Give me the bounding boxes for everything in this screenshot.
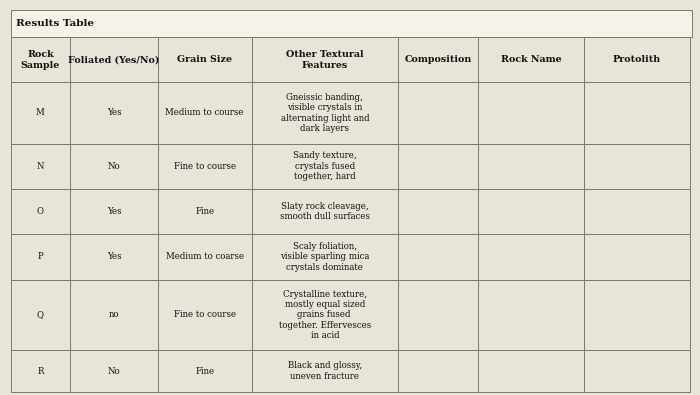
Bar	[71, 143, 158, 189]
Text: Medium to coarse: Medium to coarse	[166, 252, 244, 261]
Bar	[398, 143, 478, 189]
Text: Black and glossy,
uneven fracture: Black and glossy, uneven fracture	[288, 361, 362, 381]
Text: Fine to course: Fine to course	[174, 162, 236, 171]
Bar	[71, 38, 158, 83]
Bar	[398, 189, 478, 234]
Text: Fine: Fine	[195, 367, 214, 376]
Text: Grain Size: Grain Size	[177, 55, 232, 64]
Bar	[478, 83, 584, 143]
Text: Scaly foliation,
visible sparling mica
crystals dominate: Scaly foliation, visible sparling mica c…	[280, 242, 370, 272]
Text: Yes: Yes	[106, 252, 121, 261]
Bar	[251, 83, 398, 143]
Bar	[584, 280, 690, 350]
Bar	[251, 143, 398, 189]
Text: Foliated (Yes/No): Foliated (Yes/No)	[69, 55, 160, 64]
Text: Yes: Yes	[106, 109, 121, 117]
Text: Rock Name: Rock Name	[501, 55, 561, 64]
Text: N: N	[36, 162, 44, 171]
Text: P: P	[38, 252, 43, 261]
Bar	[158, 189, 251, 234]
Bar	[478, 280, 584, 350]
Bar	[71, 280, 158, 350]
Bar	[158, 280, 251, 350]
Bar	[478, 350, 584, 392]
Text: Crystalline texture,
mostly equal sized
grains fused 
together. Effervesces
in a: Crystalline texture, mostly equal sized …	[279, 290, 371, 340]
Text: No: No	[108, 162, 120, 171]
Bar	[10, 83, 71, 143]
Bar	[584, 189, 690, 234]
Text: no: no	[108, 310, 119, 320]
Text: Composition: Composition	[405, 55, 472, 64]
Bar	[10, 38, 71, 83]
Bar	[10, 234, 71, 280]
Bar	[398, 280, 478, 350]
Bar	[478, 38, 584, 83]
Text: Gneissic banding,
visible crystals in
alternating light and
dark layers: Gneissic banding, visible crystals in al…	[281, 93, 369, 133]
Text: Protolith: Protolith	[612, 55, 661, 64]
Bar	[158, 143, 251, 189]
Bar	[10, 280, 71, 350]
Text: Other Textural
Features: Other Textural Features	[286, 50, 363, 70]
Bar	[10, 143, 71, 189]
Bar	[398, 38, 478, 83]
Bar	[158, 234, 251, 280]
Bar	[584, 38, 690, 83]
Bar	[158, 83, 251, 143]
Bar	[398, 350, 478, 392]
Text: M: M	[36, 109, 45, 117]
Text: Sandy texture,
crystals fused
together, hard: Sandy texture, crystals fused together, …	[293, 151, 357, 181]
Text: Results Table: Results Table	[16, 19, 94, 28]
Bar	[584, 83, 690, 143]
Bar	[584, 234, 690, 280]
Bar	[71, 350, 158, 392]
Bar	[10, 350, 71, 392]
Bar	[251, 350, 398, 392]
Text: No: No	[108, 367, 120, 376]
Text: Fine: Fine	[195, 207, 214, 216]
Bar	[71, 189, 158, 234]
Text: R: R	[37, 367, 43, 376]
Bar	[398, 83, 478, 143]
Bar	[71, 234, 158, 280]
Text: Yes: Yes	[106, 207, 121, 216]
Bar	[251, 38, 398, 83]
Text: Rock
Sample: Rock Sample	[21, 50, 60, 70]
Bar	[584, 143, 690, 189]
Bar	[478, 234, 584, 280]
Bar	[158, 38, 251, 83]
Bar	[251, 280, 398, 350]
Text: O: O	[37, 207, 44, 216]
Text: Fine to course: Fine to course	[174, 310, 236, 320]
Bar	[158, 350, 251, 392]
Text: Medium to course: Medium to course	[165, 109, 244, 117]
Text: Q: Q	[37, 310, 44, 320]
Bar	[71, 83, 158, 143]
Bar	[584, 350, 690, 392]
Text: Slaty rock cleavage,
smooth dull surfaces: Slaty rock cleavage, smooth dull surface…	[280, 202, 370, 221]
Bar	[478, 143, 584, 189]
Bar	[10, 10, 692, 38]
Bar	[251, 234, 398, 280]
Bar	[251, 189, 398, 234]
Bar	[478, 189, 584, 234]
Bar	[10, 189, 71, 234]
Bar	[398, 234, 478, 280]
